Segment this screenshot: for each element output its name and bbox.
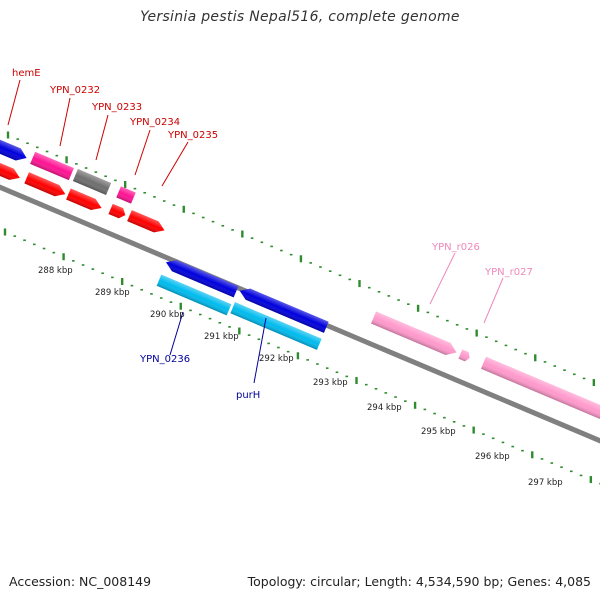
- YPN_0236-cds: [156, 274, 232, 316]
- scale-label: 294 kbp: [367, 403, 402, 413]
- YPN_0236-arrow: [165, 260, 239, 298]
- feature-label-heme: hemE: [12, 68, 41, 79]
- YPN_0236-leader: [169, 311, 184, 356]
- scale-label: 288 kbp: [38, 266, 73, 276]
- YPN_r026b-arrow: [458, 349, 470, 362]
- scale-label: 291 kbp: [204, 332, 239, 342]
- hemE-leader: [7, 79, 21, 126]
- tick-rows: [3, 131, 600, 485]
- scale-label: 295 kbp: [421, 427, 456, 437]
- purH-leader: [253, 317, 267, 384]
- red-cds-2: [24, 172, 66, 197]
- red-cds-1: [0, 160, 20, 180]
- feature-label-ypn_0233: YPN_0233: [91, 102, 142, 113]
- scale-label: 290 kbp: [150, 310, 185, 320]
- purH-cds: [230, 302, 322, 350]
- YPN_0234-arrow: [116, 186, 136, 204]
- feature-label-ypn_0232: YPN_0232: [49, 85, 100, 96]
- YPN_r026-arrow: [371, 311, 457, 356]
- YPN_r027-leader: [483, 277, 504, 324]
- labels: hemE YPN_0232 YPN_0233 YPN_0234 YPN_0235 YPN_…: [12, 68, 563, 488]
- YPN_r027-arrow: [480, 356, 600, 420]
- map-title: Yersinia pestis Nepal516, complete genom…: [140, 9, 460, 25]
- hemE-arrow: [0, 138, 27, 161]
- YPN_0235-leader: [161, 141, 189, 187]
- lower-tick-row: [3, 228, 600, 485]
- red-cds-4: [108, 203, 126, 219]
- YPN_r026-leader: [429, 252, 456, 305]
- feature-label-ypn_0235: YPN_0235: [167, 130, 218, 141]
- YPN_0233-arrow: [72, 169, 112, 195]
- feature-label-ypn_0236: YPN_0236: [139, 354, 190, 365]
- feature-label-purh: purH: [236, 390, 260, 401]
- YPN_0234-leader: [134, 129, 151, 176]
- feature-label-ypn_0234: YPN_0234: [129, 117, 180, 128]
- feature-label-ypn_r026: YPN_r026: [431, 242, 480, 253]
- scale-label: 297 kbp: [528, 478, 563, 488]
- red-cds-5: [127, 210, 165, 233]
- purH-arrow: [239, 288, 329, 333]
- label-leaders: [7, 79, 504, 384]
- YPN_0232-arrow: [30, 151, 74, 181]
- YPN_0232-leader: [59, 97, 71, 147]
- topology-summary: Topology: circular; Length: 4,534,590 bp…: [247, 574, 591, 589]
- YPN_0233-leader: [95, 114, 109, 161]
- accession-text: Accession: NC_008149: [9, 574, 152, 589]
- feature-label-ypn_r027: YPN_r027: [484, 267, 533, 278]
- scale-label: 293 kbp: [313, 378, 348, 388]
- scale-label: 296 kbp: [475, 452, 510, 462]
- scale-label: 292 kbp: [259, 354, 294, 364]
- scale-label: 289 kbp: [95, 288, 130, 298]
- upper-tick-row: [6, 131, 596, 387]
- red-cds-3: [66, 188, 102, 211]
- feature-arrows: [0, 138, 600, 420]
